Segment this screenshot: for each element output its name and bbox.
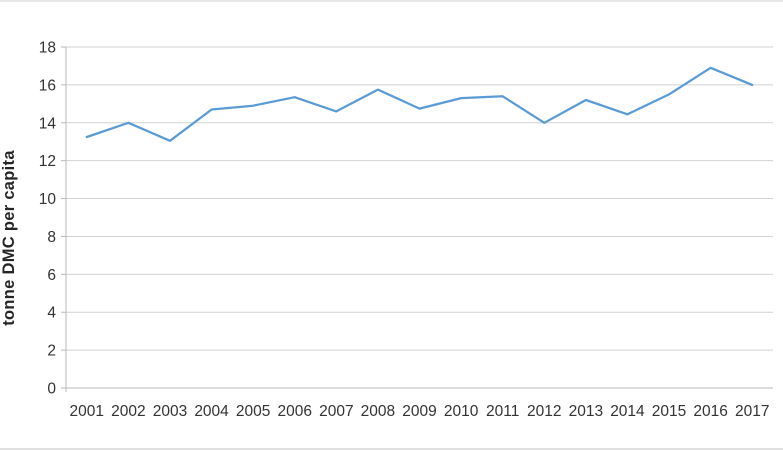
- y-tick-label: 18: [39, 40, 56, 57]
- x-tick-label: 2005: [236, 403, 270, 420]
- x-tick-label: 2013: [569, 403, 603, 420]
- x-tick-label: 2004: [194, 403, 229, 420]
- y-tick-label: 2: [47, 343, 56, 360]
- y-tick-label: 16: [39, 77, 56, 94]
- y-tick-label: 10: [39, 191, 57, 208]
- y-axis-title: tonne DMC per capita: [0, 150, 18, 326]
- y-tick-label: 4: [47, 305, 56, 322]
- x-tick-label: 2011: [486, 403, 519, 420]
- x-tick-label: 2002: [111, 403, 145, 420]
- x-tick-label: 2006: [277, 403, 311, 420]
- x-tick-label: 2017: [735, 403, 769, 420]
- x-tick-label: 2015: [652, 403, 686, 420]
- x-tick-label: 2012: [527, 403, 561, 420]
- y-tick-label: 14: [39, 115, 57, 132]
- y-tick-label: 0: [47, 381, 56, 398]
- x-tick-label: 2014: [610, 403, 645, 420]
- data-line-series: [85, 66, 754, 142]
- x-tick-label: 2010: [444, 403, 479, 420]
- x-tick-label: 2008: [361, 403, 395, 420]
- y-tick-label: 8: [47, 229, 56, 246]
- x-tick-label: 2003: [153, 403, 187, 420]
- y-tick-label: 12: [39, 153, 56, 170]
- x-tick-label: 2016: [693, 403, 727, 420]
- x-tick-label: 2009: [402, 403, 436, 420]
- x-tick-label: 2001: [70, 403, 104, 420]
- plot-area: 0 2 4 6 8 10 12 14 16 18 2001 2002 2003 2004 2005 2006 2…: [39, 40, 773, 420]
- y-tick-label: 6: [47, 267, 56, 284]
- x-tick-label: 2007: [319, 403, 353, 420]
